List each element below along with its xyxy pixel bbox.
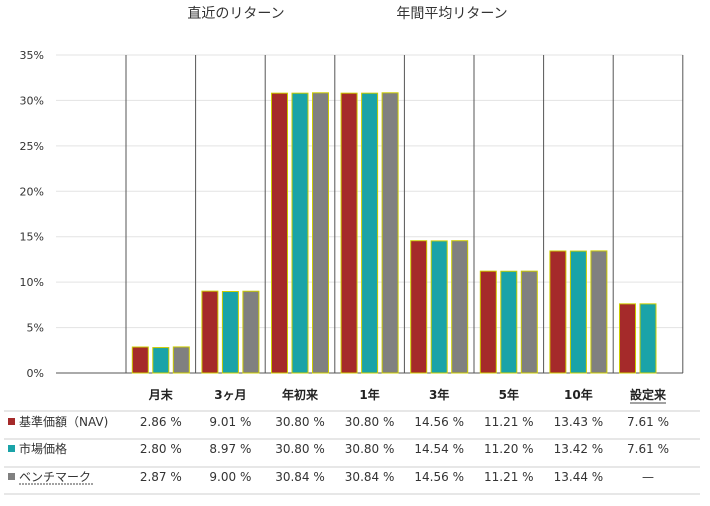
category-label: 3ヶ月 [214,388,246,402]
data-label: 9.00 % [209,470,251,484]
bar[interactable] [291,92,309,374]
bar[interactable] [381,92,399,374]
data-label: 8.97 % [209,442,251,456]
bar[interactable] [201,290,219,374]
y-tick-label: 10% [20,276,44,289]
bar[interactable] [430,240,448,374]
data-label: 7.61 % [627,442,669,456]
y-tick-label: 35% [20,49,44,62]
bar[interactable] [312,92,329,374]
bar[interactable] [590,250,608,374]
series-name: ベンチマーク [19,470,91,484]
bar[interactable] [410,240,428,374]
category-label: 年初来 [282,387,319,402]
data-label: 2.87 % [140,470,182,484]
data-label: 13.43 % [554,415,604,429]
data-label: 13.44 % [554,470,604,484]
data-label: 7.61 % [627,415,669,429]
category-label: 設定来 [630,387,667,402]
group-title-recent: 直近のリターン [187,5,284,22]
y-tick-label: 15% [20,231,44,244]
bar[interactable] [131,346,149,374]
y-tick-label: 25% [20,140,44,153]
bar[interactable] [361,92,379,374]
data-label: 30.80 % [345,442,395,456]
series-name: 基準価額（NAV) [19,414,108,429]
y-tick-label: 20% [20,185,44,198]
category-label: 月末 [148,387,174,402]
bar[interactable] [479,270,497,374]
category-label: 1年 [359,387,379,402]
data-label: 11.21 % [484,415,534,429]
data-label: 2.80 % [140,442,182,456]
data-label: 14.56 % [414,415,464,429]
data-label: 30.80 % [275,415,325,429]
data-label: 2.86 % [140,415,182,429]
data-label: 11.21 % [484,470,534,484]
legend-swatch [8,473,15,480]
bar[interactable] [221,291,239,374]
data-label: 14.56 % [414,470,464,484]
legend-swatch [8,445,15,452]
bar[interactable] [520,270,538,374]
data-label: 14.54 % [414,442,464,456]
data-label: 9.01 % [209,415,251,429]
y-tick-label: 30% [20,94,44,107]
bar[interactable] [152,347,170,374]
category-label: 5年 [499,387,519,402]
bar[interactable] [639,303,657,374]
data-label: 30.80 % [275,442,325,456]
category-label: 10年 [564,387,593,402]
category-label: 3年 [429,387,449,402]
series-name: 市場価格 [19,441,67,456]
data-label: 30.80 % [345,415,395,429]
data-label: 11.20 % [484,442,534,456]
data-label: — [642,470,654,484]
text-layer: 直近のリターン 年間平均リターン [187,5,507,22]
bar[interactable] [340,92,358,374]
legend-swatch [8,418,15,425]
bar[interactable] [172,346,190,374]
bar[interactable] [619,303,636,374]
y-tick-label: 5% [27,322,44,335]
group-title-annual: 年間平均リターン [396,6,507,22]
bar[interactable] [242,290,260,374]
data-label: 30.84 % [345,470,395,484]
bar[interactable] [500,270,518,374]
bar[interactable] [451,240,469,374]
bar[interactable] [549,250,567,374]
data-label: 13.42 % [554,442,604,456]
bar[interactable] [569,250,587,374]
bar[interactable] [271,92,288,374]
data-label: 30.84 % [275,470,325,484]
bars-layer [131,92,657,374]
y-tick-label: 0% [27,367,44,380]
